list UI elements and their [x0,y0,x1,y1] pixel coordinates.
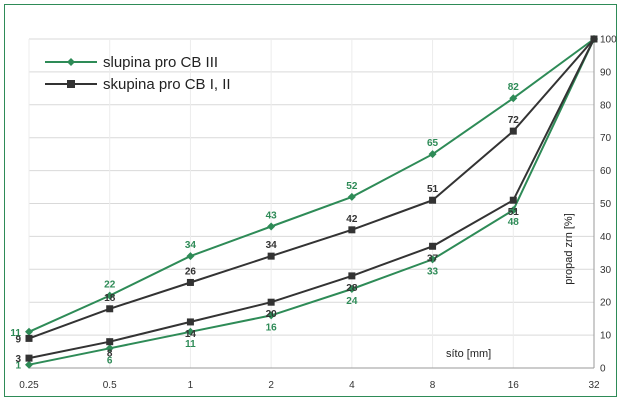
data-point-3-6 [509,196,517,204]
data-point-0-3 [267,222,276,231]
data-point-3-3 [267,298,275,306]
series-line-0 [28,38,595,333]
data-point-3-1 [106,338,114,346]
data-label-2-1: 18 [104,293,116,304]
y-tick-label-4: 40 [600,232,612,243]
series-line-1 [28,38,595,366]
data-label-1-4: 24 [346,296,358,307]
series-lines [25,35,598,369]
data-label-3-6: 51 [508,207,520,218]
y-tick-label-7: 70 [600,133,612,144]
data-point-0-1 [105,291,114,300]
legend: slupina pro CB III skupina pro CB I, II [45,54,231,93]
x-tick-label-7: 32 [588,380,600,391]
data-point-2-2 [186,278,194,286]
data-label-1-2: 11 [185,339,196,350]
data-point-1-2 [186,327,195,336]
data-label-3-3: 20 [266,309,278,320]
data-label-0-2: 34 [185,240,197,251]
data-point-3-2 [186,318,194,326]
x-tick-label-1: 0.5 [103,380,117,391]
data-label-0-3: 43 [266,211,278,222]
data-label-2-2: 26 [185,266,197,277]
y-tick-label-6: 60 [600,166,612,177]
x-axis-title: síto [mm] [446,348,491,360]
legend-label-1: slupina pro CB III [103,54,218,71]
data-point-0-5 [428,150,437,159]
data-point-2-3 [267,252,275,260]
y-tick-label-10: 100 [600,35,617,46]
data-point-3-5 [429,242,437,250]
x-tick-label-0: 0.25 [19,380,39,391]
y-tick-label-3: 30 [600,265,612,276]
series-line-3 [28,38,595,360]
data-point-2-0 [25,334,33,342]
data-label-1-6: 48 [508,217,520,228]
y-axis-title: propad zrn [%] [563,213,575,285]
data-point-1-6 [509,206,518,215]
data-point-0-2 [186,252,195,261]
data-label-0-5: 65 [427,138,439,149]
data-point-1-1 [105,344,114,353]
x-tick-label-4: 4 [349,380,355,391]
data-label-1-3: 16 [266,322,278,333]
data-label-3-4: 28 [346,283,358,294]
data-label-0-4: 52 [346,181,358,192]
data-point-2-6 [509,127,517,135]
data-point-0-4 [347,192,356,201]
data-label-2-6: 72 [508,115,520,126]
legend-label-2: skupina pro CB I, II [103,76,231,93]
y-tick-label-1: 10 [600,331,612,342]
data-point-1-0 [25,360,33,369]
series-line-2 [28,38,595,340]
y-tick-label-9: 90 [600,67,612,78]
data-label-2-3: 34 [266,240,278,251]
y-tick-label-5: 50 [600,199,612,210]
data-point-1-4 [347,285,356,294]
data-label-3-1: 8 [107,349,113,360]
data-point-2-5 [429,196,437,204]
data-label-0-6: 82 [508,82,520,93]
data-label-3-2: 14 [185,329,197,340]
legend-marker-2 [67,80,75,88]
x-tick-label-6: 16 [508,380,520,391]
data-label-1-0: 1 [15,361,21,372]
legend-marker-1 [67,58,75,66]
data-label-0-0: 11 [10,328,21,339]
data-point-3-4 [348,272,356,280]
data-label-3-5: 37 [427,253,439,264]
data-label-2-4: 42 [346,214,358,225]
data-point-2-4 [348,226,356,234]
x-tick-label-3: 2 [268,380,274,391]
data-point-1-5 [428,255,437,264]
data-point-0-6 [509,94,518,103]
x-tick-label-5: 8 [430,380,436,391]
data-point-3-0 [25,354,33,362]
data-label-3-0: 3 [15,354,21,365]
chart-frame: 0 10 20 30 40 50 60 70 80 90 100 0.25 0.5 1 2 4 8 16 32 11… [4,4,617,397]
data-label-1-1: 6 [107,355,113,366]
data-point-3-7 [590,35,598,43]
data-label-0-1: 22 [104,280,116,291]
data-label-1-5: 33 [427,266,439,277]
y-tick-label-8: 80 [600,100,612,111]
data-point-0-0 [25,327,33,336]
data-label-2-5: 51 [427,184,439,195]
data-point-1-3 [267,311,276,320]
data-point-2-1 [106,305,114,313]
y-tick-label-0: 0 [600,364,606,375]
y-tick-label-2: 20 [600,298,612,309]
x-tick-label-2: 1 [188,380,194,391]
data-label-2-0: 9 [15,334,21,345]
